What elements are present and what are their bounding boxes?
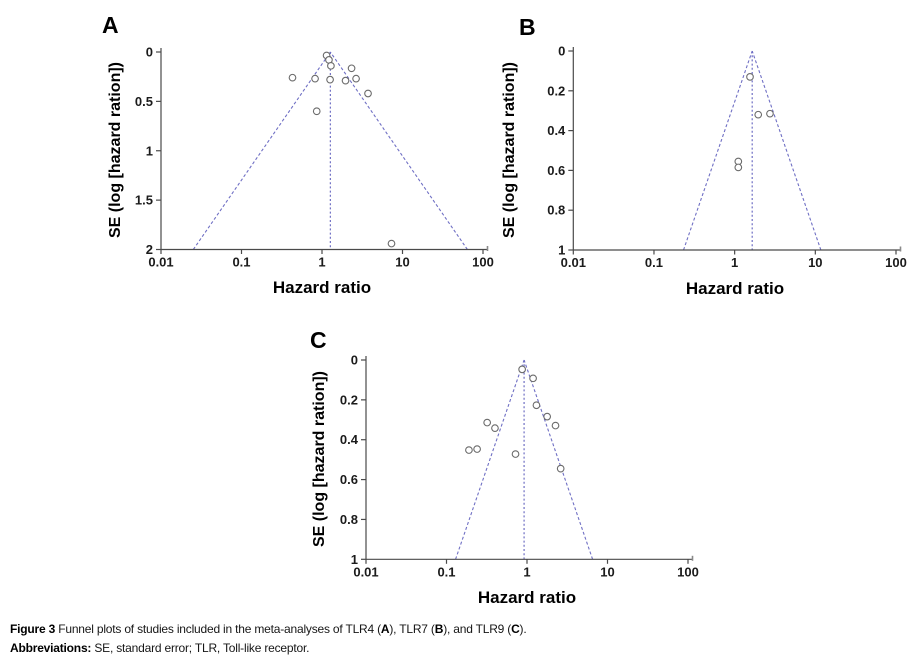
x-tick-label: 10: [808, 255, 822, 270]
study-data-point: [311, 74, 319, 83]
funnel-left-boundary-line: [683, 50, 753, 251]
x-axis-title-a: Hazard ratio: [272, 278, 372, 297]
panel-label-a: A: [102, 12, 119, 38]
caption-text-segment: ), and TLR9 (: [443, 622, 512, 636]
study-data-point: [473, 445, 481, 453]
x-tick-label: 100: [472, 255, 494, 270]
y-tick-label: 0: [146, 45, 153, 60]
caption-line-2: Abbreviations: SE, standard error; TLR, …: [10, 639, 526, 658]
x-tick-label: 100: [885, 255, 907, 270]
study-data-point: [529, 374, 537, 383]
study-data-point: [288, 73, 297, 82]
study-data-point: [518, 365, 526, 374]
y-tick-label: 0.2: [340, 392, 358, 407]
funnel-plot-panel-b: 0.01 0.1 1 10 100 0 0.2 0.4 0.6 0.8 1: [547, 44, 907, 271]
study-data-point: [465, 446, 473, 454]
funnel-plot-panel-c: 0.01 0.1 1 10 100 0 0.2 0.4 0.6 0.8 1: [340, 353, 699, 580]
y-tick-label: 2: [146, 242, 153, 257]
study-data-point: [556, 464, 565, 473]
funnel-right-boundary-line: [751, 50, 822, 251]
y-tick-label: 1.5: [135, 193, 153, 208]
caption-bold-segment: Abbreviations:: [10, 641, 95, 655]
x-axis-title-c: Hazard ratio: [477, 588, 577, 607]
x-tick-label: 10: [600, 564, 614, 579]
x-tick-label: 0.1: [437, 564, 455, 579]
y-tick-label: 0.4: [547, 123, 566, 138]
funnel-right-boundary-line: [329, 51, 468, 250]
funnel-right-boundary-line: [523, 359, 594, 560]
study-data-point: [327, 61, 335, 70]
y-tick-label: 0.8: [340, 512, 358, 527]
study-data-point: [491, 424, 499, 433]
figure-caption: Figure 3 Funnel plots of studies include…: [10, 620, 527, 658]
caption-bold-segment: C: [511, 622, 520, 636]
caption-text-segment: SE, standard error; TLR, Toll-like recep…: [94, 641, 310, 655]
caption-text-segment: ).: [519, 622, 527, 636]
study-data-point: [347, 64, 356, 73]
funnel-plot-panel-a: 0.01 0.1 1 10 100 0 0.5 1 1.5 2: [135, 45, 494, 270]
study-data-point: [483, 418, 492, 427]
y-tick-label: 1: [146, 143, 153, 158]
y-axis-title-a: SE (log [hazard ration]): [107, 62, 124, 238]
y-tick-label: 0.2: [547, 83, 565, 98]
y-tick-label: 0: [351, 353, 358, 368]
y-tick-label: 0.5: [135, 94, 153, 109]
caption-text-segment: ), TLR7 (: [389, 622, 435, 636]
y-tick-label: 0.8: [547, 203, 565, 218]
study-data-point: [746, 73, 754, 81]
y-axis-title-b: SE (log [hazard ration]): [501, 62, 518, 238]
study-data-point: [511, 450, 520, 458]
study-data-point: [341, 76, 350, 85]
x-tick-label: 10: [395, 255, 409, 270]
x-tick-label: 100: [677, 564, 699, 579]
x-tick-label: 0.1: [232, 255, 250, 270]
study-data-point: [551, 421, 560, 430]
study-data-point: [532, 401, 541, 410]
study-data-point: [766, 109, 774, 118]
panel-label-c: C: [310, 327, 327, 353]
study-data-point: [326, 75, 334, 84]
study-data-point: [754, 110, 763, 119]
panel-label-b: B: [519, 14, 536, 40]
study-data-point: [352, 74, 360, 83]
funnel-left-boundary-line: [192, 51, 331, 250]
x-tick-label: 1: [523, 564, 530, 579]
caption-text-segment: Funnel plots of studies included in the …: [58, 622, 381, 636]
x-tick-label: 0.01: [353, 564, 378, 579]
y-tick-label: 1: [351, 552, 358, 567]
y-tick-label: 1: [558, 243, 565, 258]
caption-bold-segment: A: [380, 622, 390, 636]
y-tick-label: 0.4: [340, 432, 359, 447]
x-tick-label: 0.01: [148, 255, 173, 270]
y-tick-label: 0.6: [547, 163, 565, 178]
x-tick-label: 0.1: [645, 255, 663, 270]
study-data-point: [734, 163, 743, 172]
funnel-left-boundary-line: [455, 359, 525, 560]
x-axis-title-b: Hazard ratio: [685, 279, 785, 298]
study-data-point: [387, 239, 396, 248]
x-tick-label: 1: [731, 255, 738, 270]
y-tick-label: 0.6: [340, 472, 358, 487]
caption-line-1: Figure 3 Funnel plots of studies include…: [10, 620, 527, 639]
y-axis-title-c: SE (log [hazard ration]): [311, 371, 328, 547]
y-tick-label: 0: [558, 44, 565, 59]
caption-bold-segment: Figure 3: [10, 622, 59, 636]
study-data-point: [312, 107, 321, 116]
caption-bold-segment: B: [434, 622, 444, 636]
study-data-point: [543, 412, 552, 421]
x-tick-label: 0.01: [561, 255, 586, 270]
x-tick-label: 1: [318, 255, 325, 270]
study-data-point: [364, 89, 372, 98]
